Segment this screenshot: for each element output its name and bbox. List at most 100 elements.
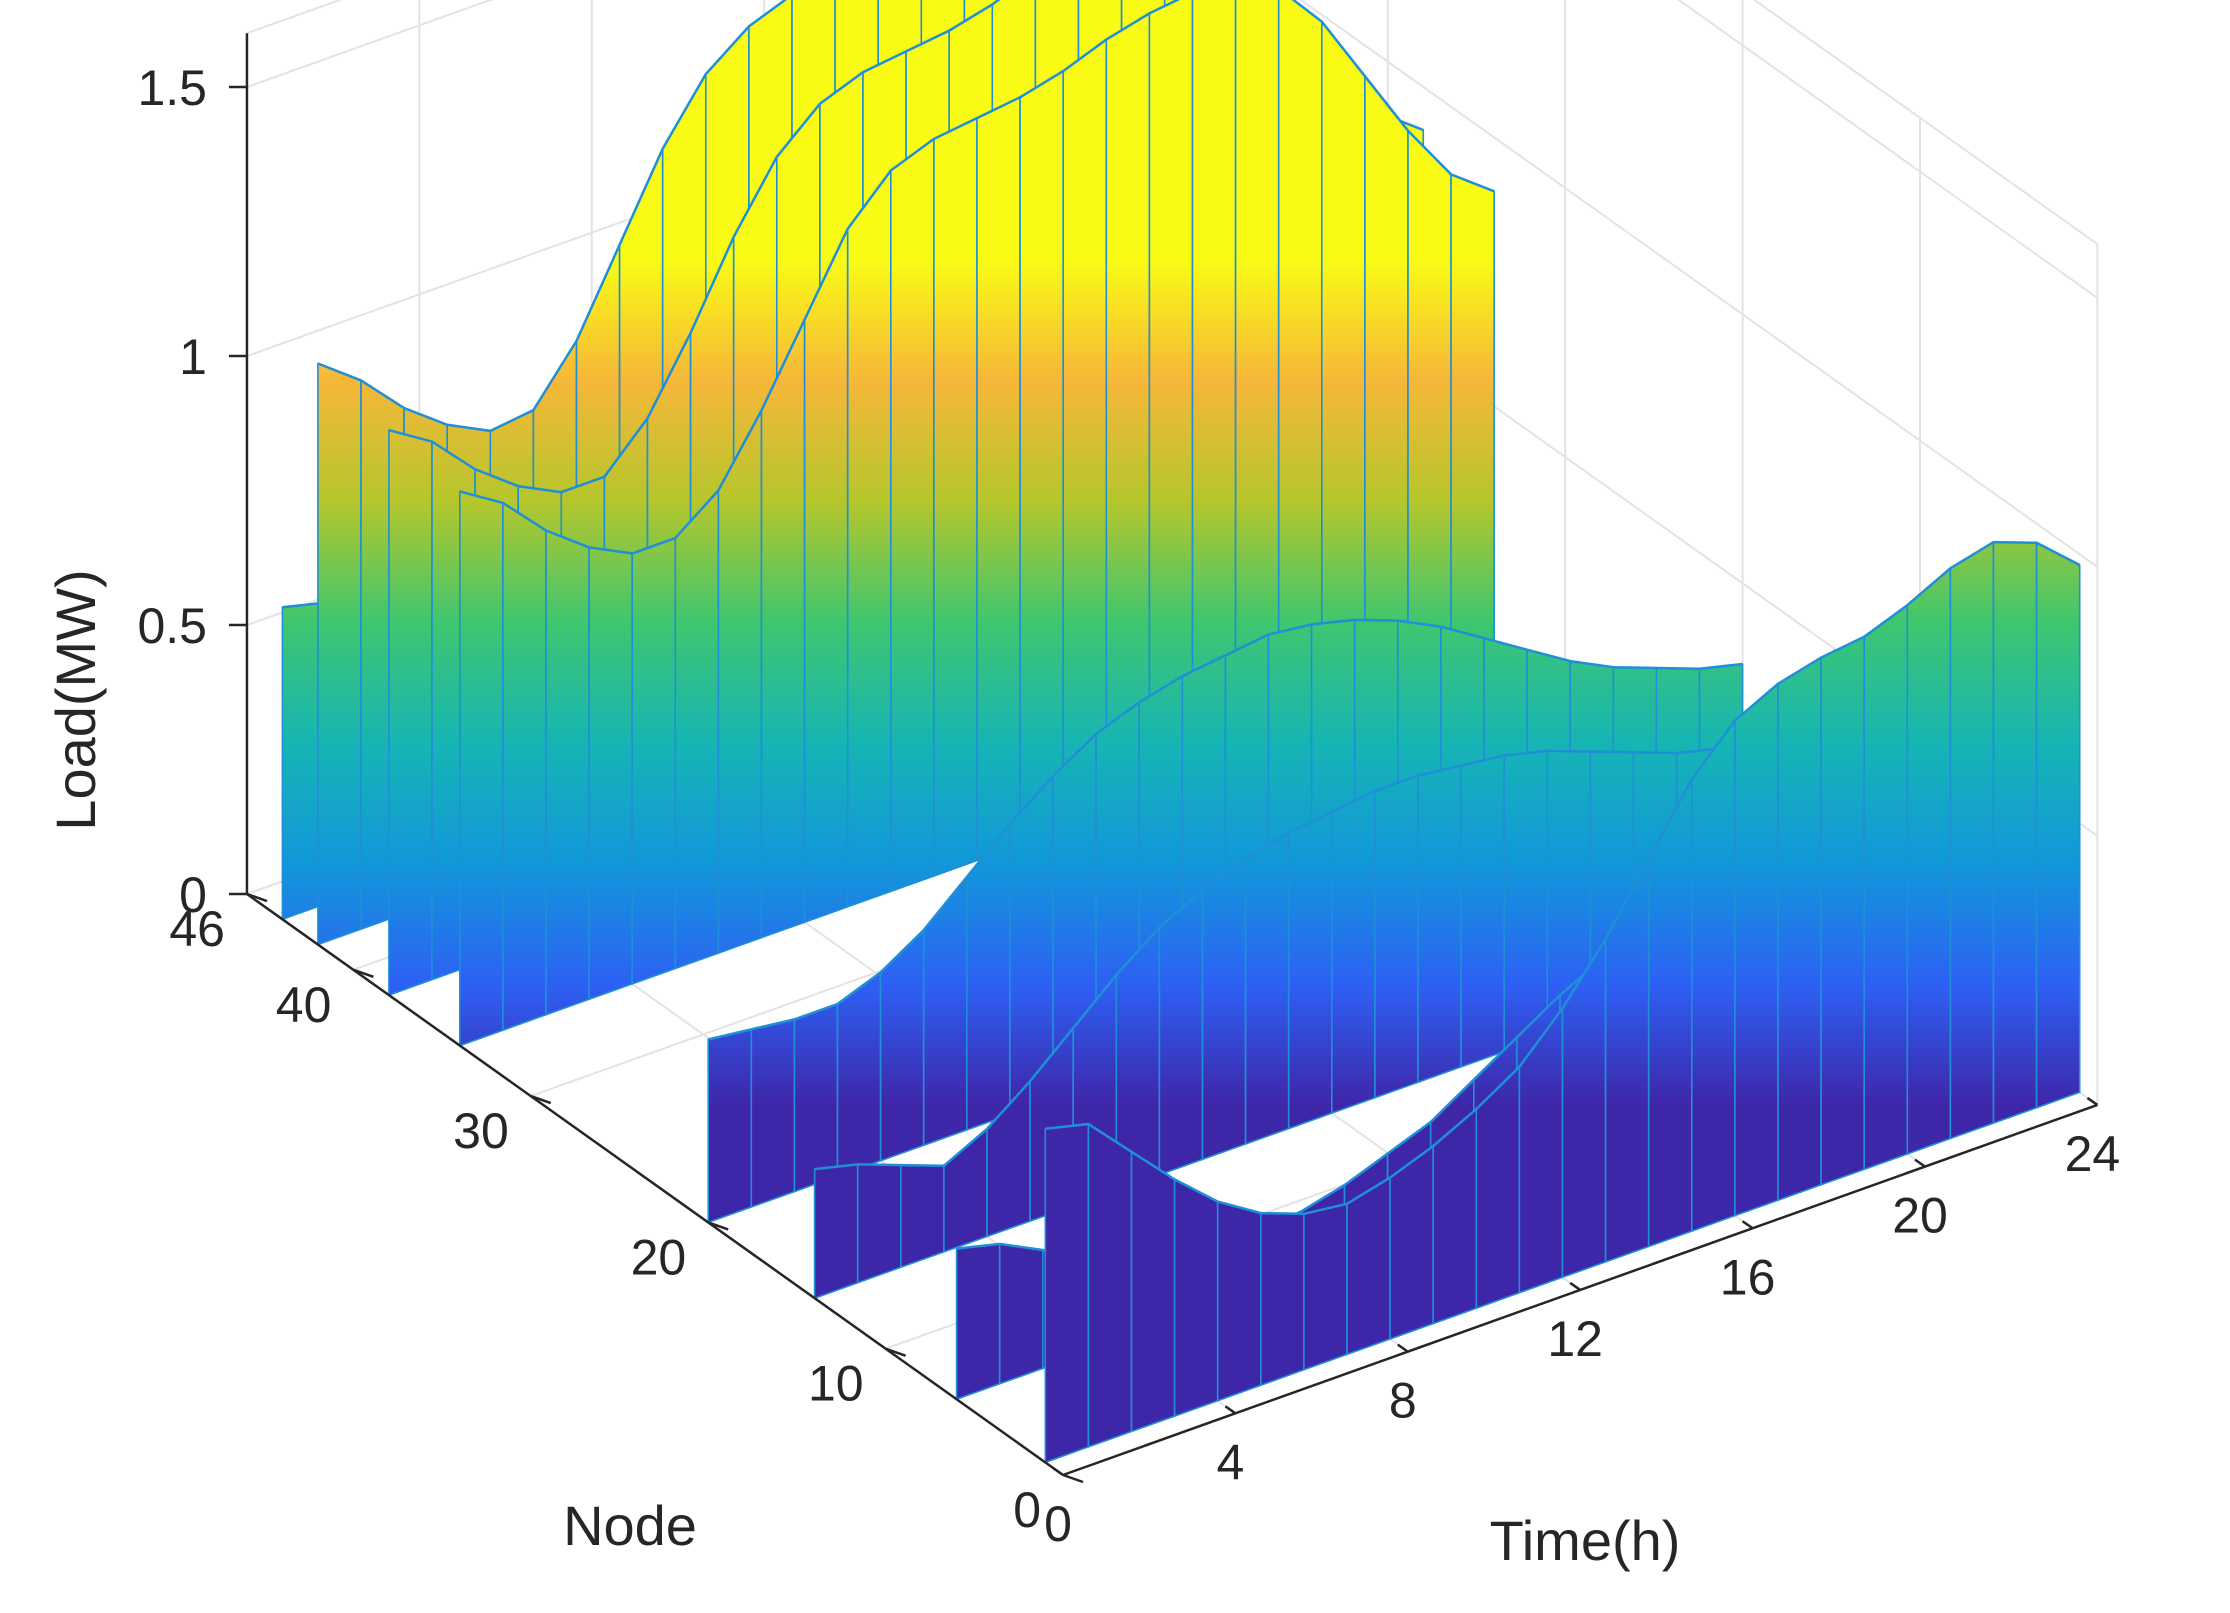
z-axis-label: Load(MW) <box>44 569 107 830</box>
y-tick-mark <box>246 892 268 903</box>
surface-facet <box>1019 70 1064 846</box>
x-tick-mark <box>1397 1343 1409 1353</box>
surface-facet <box>317 362 362 946</box>
ribbon-top-edge <box>459 0 1495 555</box>
surface-facet <box>1863 604 1909 1171</box>
surface-facet <box>1087 1123 1133 1448</box>
x-tick-label: 20 <box>1892 1188 1948 1244</box>
surface-facet <box>899 1164 945 1269</box>
surface-facet <box>1173 1178 1219 1417</box>
y-axis-line <box>246 893 1064 1477</box>
x-tick-label: 8 <box>1389 1373 1417 1429</box>
surface-facet <box>1331 790 1376 1114</box>
surface-facet <box>922 876 968 1147</box>
surface-facet <box>588 546 634 1001</box>
surface-facet <box>1062 38 1108 831</box>
surface-facet <box>2035 541 2081 1109</box>
surface-facet <box>1992 541 2038 1124</box>
surface-facet <box>707 1028 753 1224</box>
surface-facet <box>1216 1200 1262 1402</box>
surface-facet <box>856 1163 902 1284</box>
x-tick-label: 12 <box>1547 1311 1603 1367</box>
surface-facet <box>1734 682 1779 1217</box>
surface-facet <box>1691 719 1736 1232</box>
label-layer: Load(MW) Node Time(h) <box>44 569 1680 1572</box>
surface-facet <box>976 96 1021 862</box>
y-tick-label: 46 <box>169 901 225 957</box>
surface-facet <box>803 228 849 924</box>
z-tick-label: 0 <box>179 867 207 923</box>
y-tick-label: 0 <box>1013 1482 1041 1538</box>
surface-facet <box>1130 1151 1176 1433</box>
y-tick-label: 20 <box>631 1229 687 1285</box>
surface-facet <box>1303 1203 1348 1371</box>
x-tick-label: 24 <box>2065 1126 2121 1182</box>
surface-facet <box>1374 774 1419 1099</box>
z-tick-label: 0.5 <box>137 598 207 654</box>
surface-facet <box>1389 1145 1434 1340</box>
surface-facet <box>1260 1212 1305 1387</box>
x-tick-mark <box>1914 1158 1926 1168</box>
y-tick-label: 10 <box>808 1356 864 1412</box>
x-tick-mark <box>1569 1281 1581 1291</box>
x-tick-label: 16 <box>1720 1249 1776 1305</box>
surface-facet <box>674 489 720 970</box>
surface-facet <box>1949 541 1995 1140</box>
y-tick-mark <box>1062 1473 1084 1484</box>
ribbon-top-edge <box>1045 540 2081 1216</box>
y-tick-mark <box>352 968 374 978</box>
surface-facet <box>1503 750 1549 1053</box>
ribbon-top-edge <box>814 733 1850 1171</box>
surface-ribbon <box>1044 540 2081 1464</box>
x-tick-mark <box>1052 1466 1064 1477</box>
surface-facet <box>1407 129 1452 708</box>
surface-facet <box>955 1243 1001 1400</box>
surface-facet <box>813 1163 859 1299</box>
y-tick-label: 40 <box>276 977 332 1033</box>
ribbon-top-edge <box>317 0 1353 433</box>
surface-facet <box>1820 635 1865 1186</box>
surface-facet <box>1201 857 1247 1161</box>
surface-facet <box>793 1003 839 1193</box>
grid-line-load <box>1299 0 2098 568</box>
x-tick-mark <box>1224 1405 1237 1415</box>
surface-facet <box>1460 754 1505 1068</box>
y-tick-mark <box>885 1347 907 1357</box>
surface-facet <box>1287 811 1333 1130</box>
y-tick-mark <box>707 1221 729 1231</box>
surface-facet <box>1450 173 1495 692</box>
surface-facet <box>750 1018 796 1208</box>
box-edge <box>1752 0 2098 245</box>
x-tick-mark <box>1741 1220 1754 1230</box>
surface-facet <box>388 429 433 996</box>
surface-facet <box>1105 12 1151 816</box>
surface-facet <box>760 318 806 939</box>
ribbon-top-edge <box>388 0 1424 494</box>
surface-facet <box>502 502 547 1031</box>
x-tick-label: 4 <box>1216 1434 1244 1490</box>
grid-line-load <box>1677 0 2098 299</box>
surface-ribbon <box>458 0 1495 1047</box>
surface-facet <box>717 409 763 954</box>
surface-facet <box>545 529 590 1016</box>
surface-facet <box>458 490 504 1047</box>
surface-facet <box>889 138 935 893</box>
surface-layer <box>281 0 2081 1464</box>
surface-facet <box>1777 656 1822 1201</box>
surface-facet <box>933 117 978 877</box>
y-tick-mark <box>530 1094 552 1105</box>
x-axis-label: Time(h) <box>1490 1509 1681 1572</box>
x-tick-label: 0 <box>1044 1496 1072 1552</box>
z-tick-label: 1 <box>179 329 207 385</box>
ribbon-top-edge <box>707 618 1743 1041</box>
y-tick-label: 30 <box>453 1103 509 1159</box>
grid-line-load <box>246 0 494 88</box>
surface-facet <box>1417 764 1462 1084</box>
surface-facet <box>1346 1176 1391 1356</box>
x-tick-mark <box>2086 1096 2099 1106</box>
surface-facet <box>846 169 892 908</box>
surface-facet <box>836 971 882 1177</box>
surface-facet <box>998 1243 1044 1385</box>
